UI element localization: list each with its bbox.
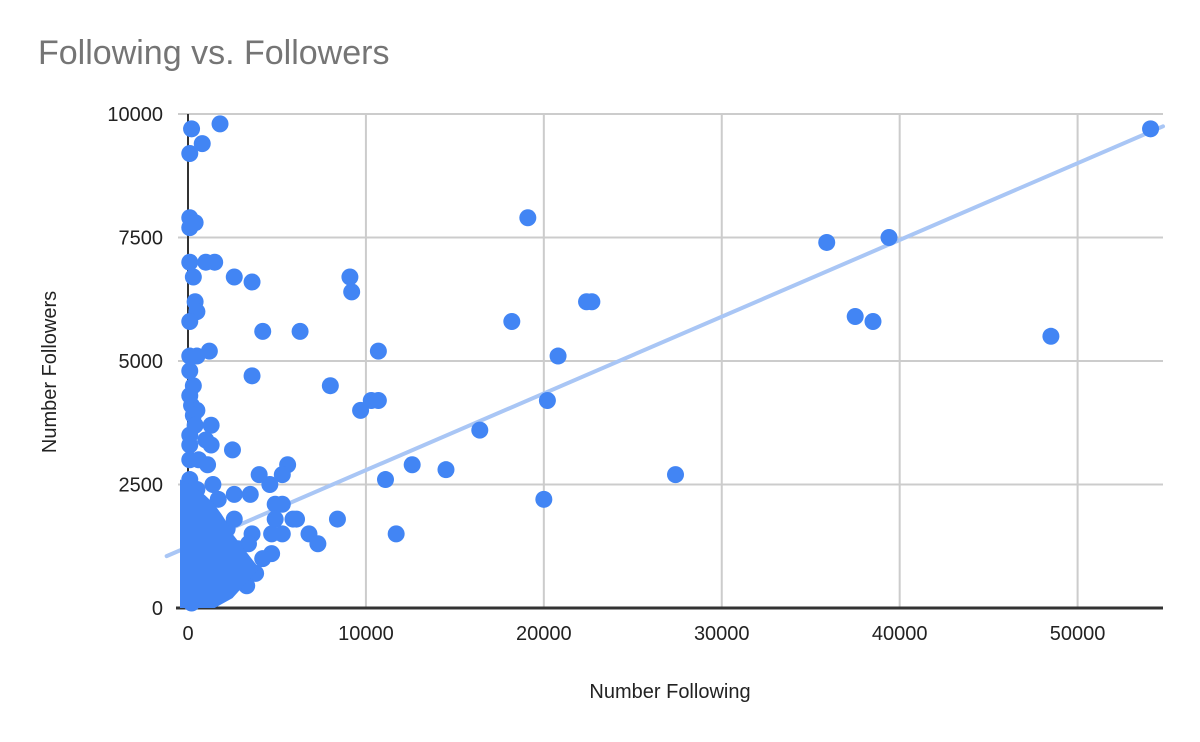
gridlines bbox=[178, 113, 1163, 608]
data-point bbox=[321, 377, 339, 395]
data-point bbox=[538, 392, 556, 410]
data-point bbox=[1042, 327, 1060, 345]
trendline bbox=[164, 124, 1165, 559]
data-point bbox=[202, 436, 220, 454]
data-point bbox=[341, 268, 359, 286]
data-point bbox=[880, 229, 898, 246]
x-tick-label: 10000 bbox=[338, 623, 394, 645]
data-point bbox=[241, 485, 259, 503]
data-point bbox=[369, 392, 387, 410]
y-tick-label: 5000 bbox=[119, 351, 164, 373]
data-point bbox=[204, 476, 222, 493]
data-point bbox=[225, 485, 243, 503]
data-point bbox=[243, 273, 261, 291]
data-point bbox=[583, 293, 601, 311]
data-point bbox=[864, 312, 882, 330]
data-point bbox=[519, 209, 537, 227]
x-tick-label: 20000 bbox=[516, 623, 572, 645]
data-point bbox=[181, 145, 199, 163]
trendline-line bbox=[164, 124, 1165, 559]
y-tick-label: 7500 bbox=[119, 228, 164, 250]
data-point bbox=[387, 525, 405, 543]
data-point bbox=[183, 120, 201, 138]
data-point bbox=[184, 268, 202, 286]
data-point bbox=[273, 466, 291, 484]
x-tick-label: 0 bbox=[182, 623, 193, 645]
x-tick-label: 30000 bbox=[694, 623, 750, 645]
data-point bbox=[846, 308, 864, 326]
data-point bbox=[250, 466, 268, 484]
data-point bbox=[181, 312, 199, 330]
data-point bbox=[188, 347, 206, 365]
data-point bbox=[266, 510, 284, 528]
data-point bbox=[209, 490, 227, 508]
data-point bbox=[223, 441, 241, 459]
data-point bbox=[309, 535, 327, 553]
data-point bbox=[199, 456, 217, 474]
data-point bbox=[1142, 120, 1160, 138]
data-point bbox=[376, 471, 394, 489]
data-point bbox=[243, 367, 261, 385]
data-point bbox=[193, 135, 211, 153]
dense-point-cluster bbox=[180, 479, 260, 608]
data-point bbox=[667, 466, 684, 484]
x-axis-label: Number Following bbox=[589, 681, 750, 703]
chart-title: Following vs. Followers bbox=[38, 34, 390, 72]
data-point bbox=[549, 347, 567, 365]
data-point bbox=[181, 253, 199, 271]
y-tick-label: 10000 bbox=[107, 104, 163, 126]
data-point bbox=[535, 490, 553, 508]
x-tick-label: 50000 bbox=[1050, 623, 1106, 645]
x-tick-label: 40000 bbox=[872, 623, 928, 645]
data-point bbox=[273, 495, 291, 513]
data-point bbox=[369, 342, 387, 360]
data-point bbox=[211, 115, 229, 133]
data-point bbox=[254, 322, 272, 340]
data-point bbox=[206, 253, 224, 271]
data-point bbox=[403, 456, 421, 474]
data-point bbox=[503, 312, 521, 330]
data-point bbox=[261, 476, 279, 493]
data-point bbox=[181, 436, 199, 454]
data-point bbox=[273, 525, 291, 543]
y-tick-label: 0 bbox=[152, 598, 163, 620]
data-point bbox=[181, 362, 199, 380]
data-point bbox=[343, 283, 361, 301]
data-point bbox=[471, 421, 489, 439]
data-point bbox=[225, 268, 243, 286]
tick-labels: 0 2500 5000 7500 10000 0 10000 20000 30000 40000 5… bbox=[107, 104, 1105, 645]
data-point bbox=[437, 461, 455, 479]
y-tick-label: 2500 bbox=[119, 475, 164, 497]
data-point bbox=[818, 233, 836, 251]
data-point bbox=[328, 510, 346, 528]
data-point bbox=[254, 550, 272, 568]
y-axis-label: Number Followers bbox=[39, 291, 61, 453]
data-point bbox=[202, 416, 220, 434]
data-point bbox=[352, 401, 370, 419]
data-point bbox=[181, 219, 199, 237]
data-points bbox=[180, 115, 1160, 612]
data-point bbox=[288, 510, 306, 528]
data-point bbox=[291, 322, 309, 340]
